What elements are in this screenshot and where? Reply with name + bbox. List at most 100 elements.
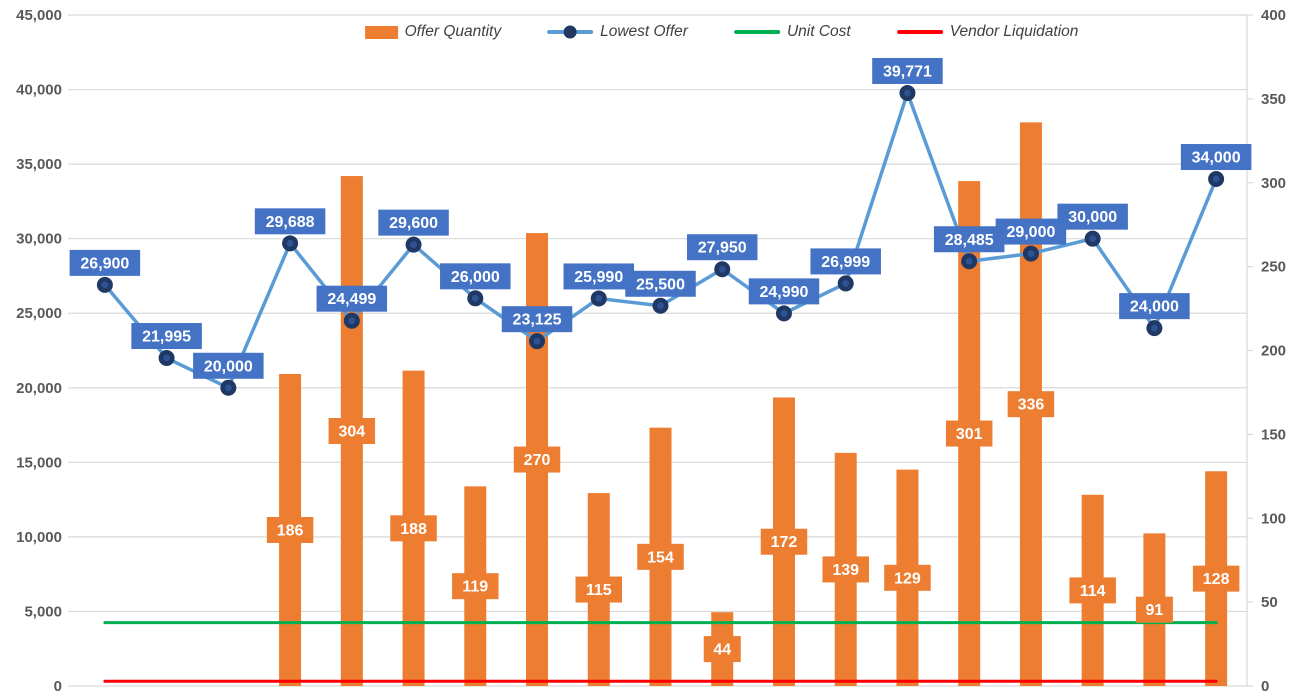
bar-data-label-bg: [266, 516, 314, 543]
line-marker-center: [471, 294, 479, 302]
bar-data-label-bg: [575, 576, 623, 603]
marker-dot-icon: [563, 25, 577, 39]
right-axis-tick-label: 300: [1261, 175, 1286, 192]
line-data-label-bg: [933, 226, 1005, 253]
line-marker-center: [1212, 175, 1220, 183]
line-data-label-bg: [1180, 144, 1252, 171]
line-marker-swatch-icon: [547, 25, 594, 39]
line-marker-center: [348, 317, 356, 325]
right-axis-tick-label: 0: [1261, 678, 1269, 695]
left-axis-tick-label: 20,000: [16, 380, 62, 397]
left-axis-tick-label: 15,000: [16, 454, 62, 471]
bar-data-label: 301: [956, 426, 983, 443]
left-axis-tick-label: 25,000: [16, 305, 62, 322]
bar-data-label: 129: [894, 570, 921, 587]
line-data-label: 34,000: [1192, 150, 1241, 167]
line-marker-center: [718, 265, 726, 273]
line-data-label: 24,990: [760, 284, 809, 301]
line-data-label: 29,688: [266, 214, 315, 231]
line-data-label-bg: [748, 278, 820, 305]
line-data-label: 20,000: [204, 358, 253, 375]
right-axis-tick-label: 200: [1261, 343, 1286, 360]
line-marker-center: [163, 354, 171, 362]
bar-data-label-bg: [703, 636, 741, 663]
right-axis-tick-label: 50: [1261, 594, 1278, 611]
bar-data-label: 115: [586, 582, 612, 599]
line-data-label: 26,900: [80, 255, 129, 272]
line-marker-center: [286, 239, 294, 247]
legend-item-lowest-offer[interactable]: Lowest Offer: [547, 23, 688, 41]
line-data-label: 23,125: [513, 312, 562, 329]
bar-data-label-bg: [1192, 565, 1240, 592]
bar-data-label: 186: [277, 522, 304, 539]
bar-data-label-bg: [452, 573, 499, 600]
line-data-label: 30,000: [1068, 209, 1117, 226]
legend-label-lowest-offer: Lowest Offer: [600, 23, 688, 40]
line-data-label-bg: [995, 218, 1067, 245]
bar-data-label-bg: [1135, 596, 1173, 623]
line-data-label-bg: [378, 209, 449, 236]
bar-data-label: 270: [524, 452, 551, 469]
bar-data-label-bg: [945, 420, 993, 447]
left-axis-tick-label: 30,000: [16, 231, 62, 248]
line-data-label-bg: [131, 323, 202, 350]
bar-data-label-bg: [513, 446, 561, 473]
line-marker-center: [904, 89, 911, 97]
line-data-label-bg: [501, 306, 573, 333]
line-data-label-bg: [563, 263, 635, 290]
line-data-label-bg: [193, 352, 264, 379]
line-data-label: 25,990: [574, 269, 623, 286]
line-data-label: 28,485: [945, 232, 994, 249]
line-marker-center: [410, 241, 417, 249]
left-axis-tick-label: 10,000: [16, 529, 62, 546]
line-marker-center: [965, 257, 973, 265]
line-data-label-bg: [69, 249, 141, 276]
line-marker-center: [780, 309, 788, 317]
line-marker-center: [1089, 235, 1097, 243]
line-data-label-bg: [1057, 203, 1128, 230]
line-data-label: 27,950: [698, 240, 747, 257]
bar-data-label: 114: [1080, 583, 1106, 600]
line-data-label: 25,500: [636, 276, 685, 293]
bar-data-label: 139: [832, 562, 859, 579]
line-marker-center: [1150, 324, 1158, 332]
right-axis-tick-label: 100: [1261, 510, 1286, 527]
line-marker-center: [657, 302, 664, 310]
bar-data-label-bg: [328, 418, 376, 445]
legend-item-offer-quantity[interactable]: Offer Quantity: [364, 23, 502, 41]
bar-data-label: 44: [713, 642, 731, 659]
bar-swatch-icon: [364, 25, 398, 39]
bar-data-label-bg: [1069, 577, 1116, 604]
legend-item-unit-cost[interactable]: Unit Cost: [733, 23, 851, 41]
bar-data-label-bg: [637, 543, 684, 570]
line-data-label: 29,600: [389, 215, 438, 232]
line-data-label-bg: [316, 285, 388, 312]
line-data-label-bg: [254, 208, 326, 235]
line-data-label: 21,995: [142, 329, 191, 346]
left-axis-tick-label: 45,000: [16, 7, 62, 24]
line-marker-center: [224, 384, 232, 392]
bar-data-label-bg: [1007, 391, 1055, 418]
line-marker-center: [842, 280, 850, 287]
legend-label-offer-quantity: Offer Quantity: [404, 23, 502, 40]
line-data-label: 24,499: [327, 291, 376, 308]
bar-data-label: 154: [647, 549, 674, 566]
bar-data-label-bg: [822, 556, 869, 583]
legend-item-vendor-liquidation[interactable]: Vendor Liquidation: [896, 23, 1078, 41]
left-axis-tick-label: 0: [54, 678, 62, 695]
bar-data-label: 172: [771, 534, 798, 551]
line-marker-center: [595, 295, 603, 302]
right-axis-tick-label: 400: [1261, 7, 1286, 24]
line-data-label-bg: [440, 263, 511, 290]
right-axis-tick-label: 150: [1261, 426, 1286, 443]
line-marker-center: [1027, 250, 1035, 257]
bar-data-label: 304: [338, 424, 365, 441]
line-data-label: 26,999: [821, 254, 870, 271]
line-data-label-bg: [1119, 293, 1190, 320]
bar-data-label: 128: [1203, 571, 1230, 588]
legend-label-unit-cost: Unit Cost: [786, 23, 851, 40]
line-data-label-bg: [810, 248, 881, 275]
green-line-swatch-icon: [733, 30, 780, 34]
